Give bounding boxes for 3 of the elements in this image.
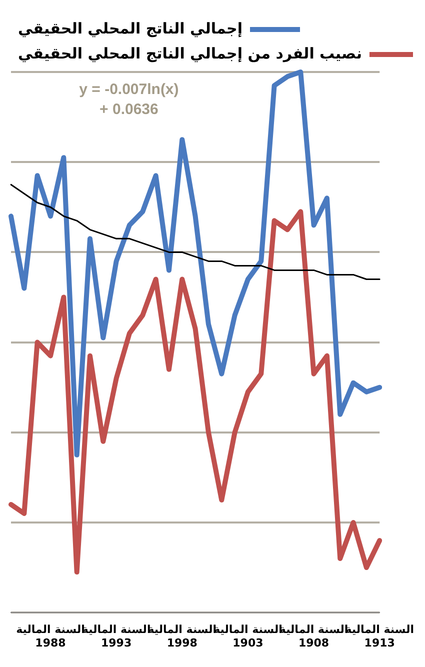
legend-label: نصيب الفرد من إجمالي الناتج المحلي الحقيقي: [18, 44, 362, 62]
legend-label: إجمالي الناتج المحلي الحقيقي: [18, 19, 242, 38]
annotation: y = -0.007ln(x) + 0.0636: [79, 81, 179, 118]
